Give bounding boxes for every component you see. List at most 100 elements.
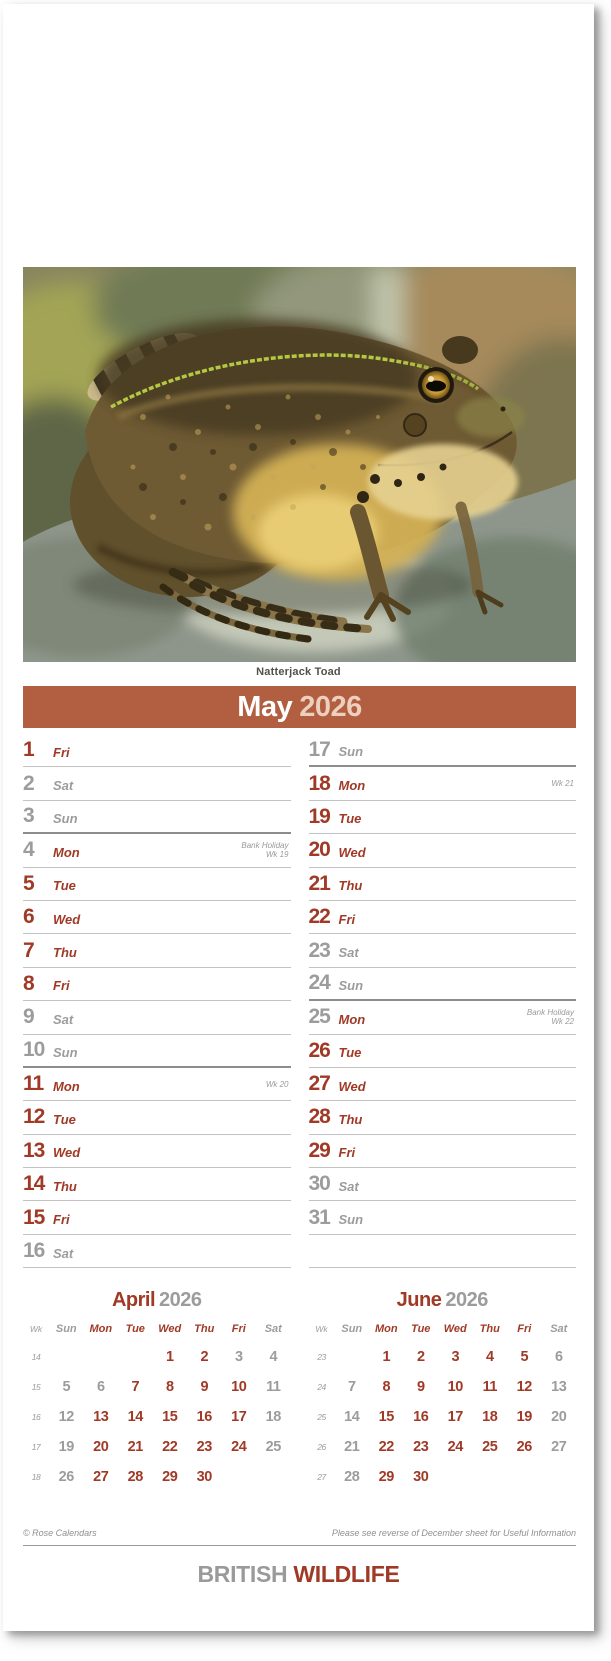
day-number: 27 (308, 1072, 331, 1096)
mini-day-header: Sun (341, 1323, 363, 1336)
day-label: Thu (338, 1111, 363, 1127)
day-label: Thu (53, 945, 77, 961)
mini-day-cell: 11 (482, 1379, 498, 1396)
day-label: Sat (53, 1245, 74, 1261)
day-row-25: 25 Mon Bank Holiday Wk 22 (308, 1001, 576, 1035)
mini-week-row: 14 1 2 3 4 (23, 1342, 291, 1372)
mini-week-row: 23 1 2 3 4 5 6 (309, 1342, 577, 1372)
footnotes: © Rose Calendars Please see reverse of D… (23, 1528, 576, 1538)
day-row-18: 18 Mon Wk 21 (308, 767, 576, 801)
mini-day-cell: 20 (93, 1439, 109, 1456)
mini-day-cell: 15 (162, 1409, 178, 1426)
day-number: 16 (23, 1239, 45, 1263)
mini-day-cell: 16 (413, 1409, 429, 1426)
day-row-16: 16 Sat (23, 1235, 291, 1269)
brand-british: BRITISH (197, 1561, 288, 1588)
copyright-note: © Rose Calendars (23, 1528, 97, 1539)
mini-day-cell: 26 (58, 1469, 75, 1486)
mini-week-row: 18 26 27 28 29 30 (23, 1462, 291, 1492)
day-label: Fri (53, 1212, 70, 1228)
mini-wk-header: Wk (29, 1324, 43, 1335)
day-row-24: 24 Sun (308, 968, 576, 1002)
day-note: Bank Holiday Wk 19 (241, 841, 290, 859)
mini-day-header: Mon (89, 1323, 113, 1336)
day-note-line: Bank Holiday (526, 1008, 574, 1018)
mini-month-name: June (396, 1289, 442, 1312)
mini-week-number: 24 (317, 1382, 326, 1393)
day-row-empty (308, 1235, 576, 1269)
mini-day-header: Fri (231, 1323, 246, 1336)
mini-day-cell: 27 (551, 1439, 567, 1456)
day-label: Sun (338, 977, 364, 993)
mini-day-cell: 22 (378, 1439, 395, 1456)
mini-header-row: Wk Sun Mon Tue Wed Thu Fri Sat (23, 1316, 291, 1342)
day-label: Fri (338, 1145, 356, 1161)
day-note-line: Wk 22 (551, 1017, 574, 1027)
mini-day-cell: 9 (416, 1379, 425, 1396)
day-row-3: 3 Sun (23, 801, 291, 835)
day-number: 23 (308, 938, 331, 962)
day-label: Thu (338, 878, 363, 894)
mini-day-cell-empty (118, 1342, 153, 1372)
day-number: 22 (308, 905, 331, 929)
day-number: 15 (23, 1205, 45, 1229)
footer-divider (23, 1545, 576, 1547)
day-label: Tue (53, 878, 76, 894)
day-number: 1 (23, 738, 35, 762)
day-row-2: 2 Sat (23, 767, 291, 801)
day-number: 6 (23, 905, 35, 929)
day-number: 2 (23, 771, 35, 795)
mini-day-cell: 23 (196, 1439, 213, 1456)
day-label: Tue (338, 811, 362, 827)
day-row-9: 9 Sat (23, 1001, 291, 1035)
day-number: 25 (308, 1005, 331, 1029)
mini-calendar-june: June 2026 Wk Sun Mon Tue Wed Thu Fri Sat 23 1 2 3 4 5 6 2… (309, 1289, 577, 1492)
mini-day-cell-empty (473, 1462, 508, 1492)
mini-day-cell: 28 (127, 1469, 144, 1486)
day-label: Sat (53, 778, 74, 794)
mini-day-cell: 2 (416, 1349, 425, 1366)
mini-day-header: Wed (443, 1323, 467, 1336)
mini-wk-header: Wk (315, 1324, 328, 1335)
day-label: Sun (53, 1044, 78, 1060)
mini-month-title: April 2026 (23, 1289, 291, 1312)
mini-day-cell: 27 (93, 1469, 109, 1486)
day-row-26: 26 Tue (308, 1035, 576, 1068)
mini-day-cell: 17 (231, 1409, 247, 1426)
mini-day-cell: 29 (162, 1469, 178, 1486)
mini-day-cell: 7 (347, 1379, 356, 1396)
mini-week-row: 15 5 6 7 8 9 10 11 (23, 1372, 291, 1402)
mini-day-cell-empty (438, 1462, 473, 1492)
day-number: 30 (308, 1172, 331, 1196)
day-row-13: 13 Wed (23, 1135, 291, 1169)
day-label: Fri (338, 911, 356, 927)
day-grid: 1 Fri 2 Sat 3 Sun 4 Mon Bank Holiday Wk 19 5 Tue 6 We… (23, 734, 576, 1269)
day-number: 17 (308, 737, 331, 761)
day-number: 14 (23, 1172, 45, 1196)
day-label: Sun (53, 810, 78, 826)
day-note: Wk 20 (266, 1080, 291, 1089)
mini-day-cell: 9 (200, 1379, 209, 1396)
day-label: Sun (338, 744, 364, 760)
mini-calendar-april: April 2026 Wk Sun Mon Tue Wed Thu Fri Sat 14 1 2 3 4 15… (23, 1289, 291, 1492)
day-number: 28 (308, 1105, 331, 1129)
mini-day-header: Sat (550, 1323, 568, 1336)
mini-day-header: Tue (125, 1323, 145, 1336)
day-number: 19 (308, 804, 331, 828)
mini-week-number: 14 (31, 1352, 41, 1363)
day-row-23: 23 Sat (308, 934, 576, 968)
mini-week-row: 17 19 20 21 22 23 24 25 (23, 1432, 291, 1462)
mini-day-cell: 20 (551, 1409, 567, 1426)
day-row-12: 12 Tue (23, 1101, 291, 1135)
mini-day-header: Thu (194, 1323, 215, 1336)
day-row-21: 21 Thu (308, 868, 576, 901)
day-row-4: 4 Mon Bank Holiday Wk 19 (23, 834, 291, 868)
day-label: Mon (53, 844, 80, 860)
day-number: 12 (23, 1105, 45, 1129)
mini-day-cell: 6 (96, 1379, 105, 1396)
mini-week-number: 26 (317, 1442, 326, 1453)
mini-day-cell: 5 (520, 1349, 529, 1366)
photo-caption: Natterjack Toad (256, 666, 341, 678)
mini-day-header: Sat (264, 1323, 282, 1336)
mini-day-cell-empty (507, 1462, 542, 1492)
